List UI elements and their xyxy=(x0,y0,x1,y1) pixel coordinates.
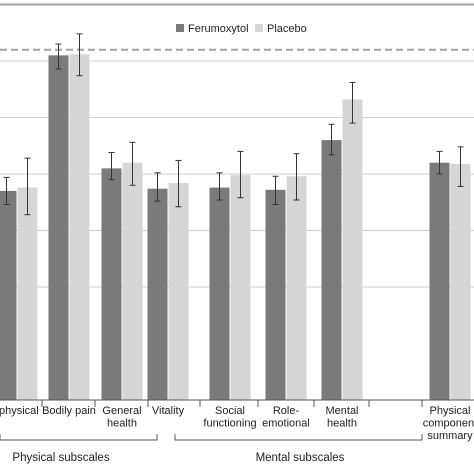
bar-placebo xyxy=(286,176,307,400)
legend-label: Ferumoxytol xyxy=(188,23,249,35)
legend-label: Placebo xyxy=(267,23,307,35)
bar-ferumoxytol xyxy=(147,188,168,400)
group-bracket xyxy=(0,434,158,441)
group-brackets: Physical subscales Mental subscales xyxy=(0,434,423,464)
legend-swatch xyxy=(255,24,263,32)
category-label: -physical xyxy=(0,405,39,417)
error-bars xyxy=(3,33,464,216)
legend-swatch xyxy=(176,24,184,32)
legend: Ferumoxytol Placebo xyxy=(176,23,307,35)
x-axis xyxy=(0,399,474,407)
group-bracket xyxy=(174,434,423,441)
bar-ferumoxytol xyxy=(429,162,450,400)
category-label: Mental health xyxy=(325,405,358,430)
bar-ferumoxytol xyxy=(265,189,286,400)
group-label: Mental subscales xyxy=(256,452,345,464)
bar-ferumoxytol xyxy=(209,187,230,400)
category-label: Role-emotional xyxy=(262,405,310,430)
bars xyxy=(0,54,471,401)
bar-ferumoxytol xyxy=(321,140,342,400)
bar-ferumoxytol xyxy=(0,190,17,400)
bar-placebo xyxy=(450,163,471,400)
bar-placebo xyxy=(230,175,251,400)
category-label: Physical component summary xyxy=(423,405,474,442)
bar-placebo xyxy=(168,183,189,400)
bar-placebo xyxy=(17,187,38,400)
bar-placebo xyxy=(122,162,143,400)
reference-line-label: US xyxy=(448,0,463,2)
bar-placebo xyxy=(342,99,363,401)
category-label: General health xyxy=(102,405,141,430)
bar-placebo xyxy=(69,54,90,400)
category-label: Vitality xyxy=(152,405,185,417)
bar-ferumoxytol xyxy=(48,55,69,400)
bar-ferumoxytol xyxy=(101,168,122,400)
group-label: Physical subscales xyxy=(12,452,109,464)
category-label: Social functioning xyxy=(203,405,256,430)
category-label: Bodily pain xyxy=(42,405,96,417)
